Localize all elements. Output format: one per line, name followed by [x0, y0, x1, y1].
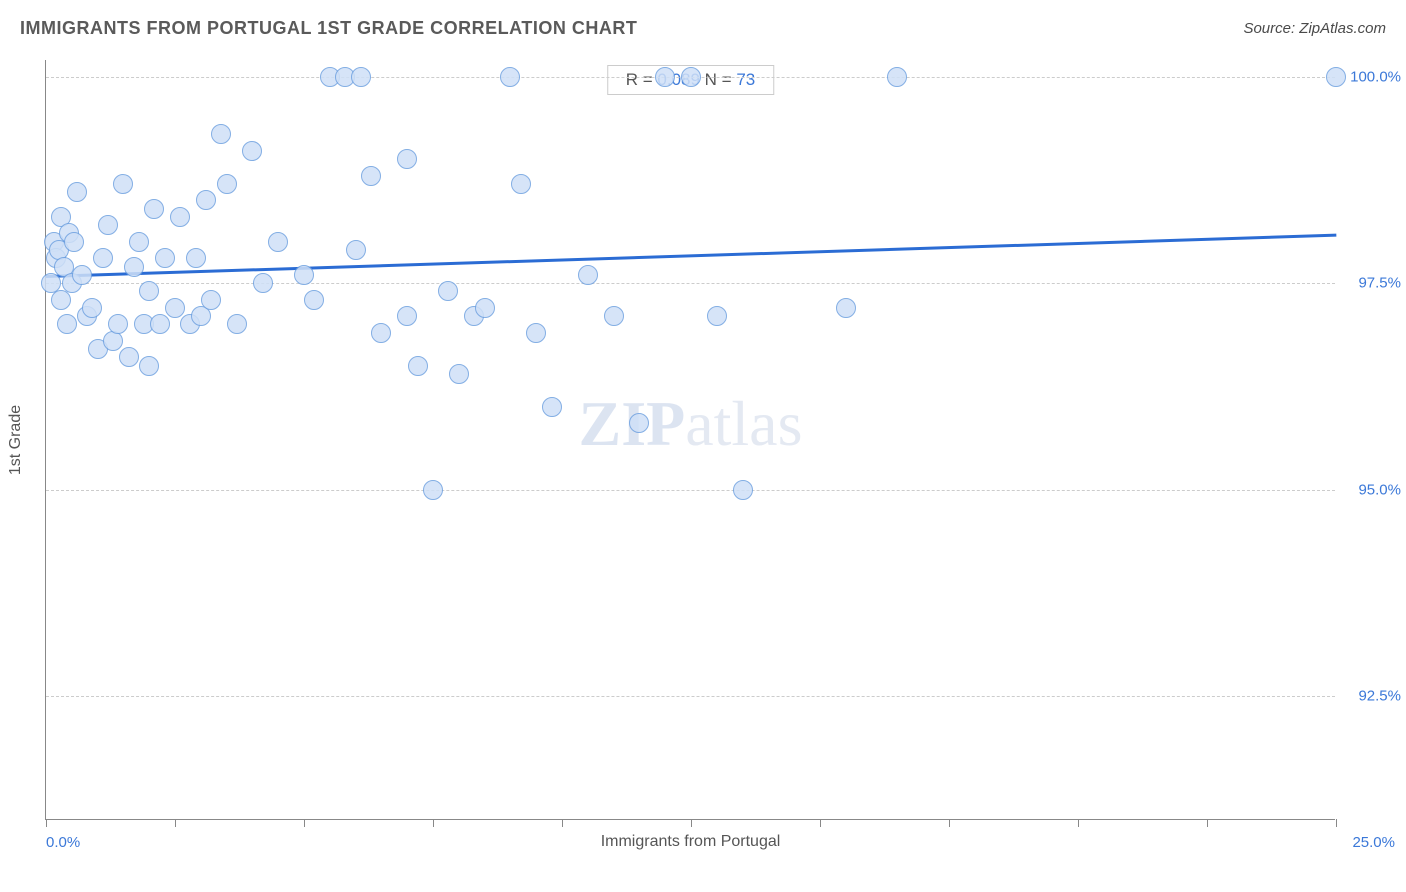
data-point: [242, 141, 262, 161]
data-point: [423, 480, 443, 500]
scatter-plot: ZIPatlas R = 0.089 N = 73 1st Grade Immi…: [45, 60, 1335, 820]
data-point: [93, 248, 113, 268]
data-point: [511, 174, 531, 194]
data-point: [361, 166, 381, 186]
x-tick: [1078, 819, 1079, 827]
x-tick: [691, 819, 692, 827]
gridline: [46, 490, 1335, 491]
data-point: [139, 281, 159, 301]
data-point: [438, 281, 458, 301]
x-axis-min: 0.0%: [46, 834, 80, 851]
data-point: [129, 232, 149, 252]
x-tick: [304, 819, 305, 827]
n-value: 73: [736, 70, 755, 89]
x-tick: [820, 819, 821, 827]
chart-title: IMMIGRANTS FROM PORTUGAL 1ST GRADE CORRE…: [20, 18, 637, 39]
data-point: [408, 356, 428, 376]
x-tick: [433, 819, 434, 827]
data-point: [201, 290, 221, 310]
data-point: [139, 356, 159, 376]
data-point: [113, 174, 133, 194]
data-point: [72, 265, 92, 285]
data-point: [887, 67, 907, 87]
data-point: [655, 67, 675, 87]
data-point: [268, 232, 288, 252]
data-point: [196, 190, 216, 210]
y-axis-label: 1st Grade: [7, 404, 25, 474]
x-tick: [46, 819, 47, 827]
data-point: [124, 257, 144, 277]
x-tick: [1207, 819, 1208, 827]
data-point: [165, 298, 185, 318]
data-point: [526, 323, 546, 343]
chart-source: Source: ZipAtlas.com: [1243, 20, 1386, 37]
watermark: ZIPatlas: [579, 387, 803, 461]
trendline: [46, 233, 1336, 277]
chart-header: IMMIGRANTS FROM PORTUGAL 1ST GRADE CORRE…: [20, 18, 1386, 39]
x-tick: [949, 819, 950, 827]
data-point: [253, 273, 273, 293]
data-point: [108, 314, 128, 334]
y-tick-label: 92.5%: [1358, 688, 1401, 705]
data-point: [371, 323, 391, 343]
data-point: [304, 290, 324, 310]
data-point: [681, 67, 701, 87]
data-point: [346, 240, 366, 260]
data-point: [82, 298, 102, 318]
data-point: [186, 248, 206, 268]
n-label: N =: [700, 70, 736, 89]
data-point: [500, 67, 520, 87]
data-point: [211, 124, 231, 144]
data-point: [150, 314, 170, 334]
data-point: [733, 480, 753, 500]
y-tick-label: 95.0%: [1358, 481, 1401, 498]
data-point: [144, 199, 164, 219]
x-tick: [1336, 819, 1337, 827]
data-point: [119, 347, 139, 367]
data-point: [217, 174, 237, 194]
r-label: R =: [626, 70, 658, 89]
data-point: [1326, 67, 1346, 87]
data-point: [155, 248, 175, 268]
data-point: [836, 298, 856, 318]
data-point: [294, 265, 314, 285]
y-tick-label: 100.0%: [1350, 68, 1401, 85]
data-point: [67, 182, 87, 202]
data-point: [170, 207, 190, 227]
x-axis-label: Immigrants from Portugal: [601, 833, 781, 851]
data-point: [98, 215, 118, 235]
data-point: [449, 364, 469, 384]
data-point: [351, 67, 371, 87]
data-point: [64, 232, 84, 252]
y-tick-label: 97.5%: [1358, 275, 1401, 292]
data-point: [707, 306, 727, 326]
data-point: [629, 413, 649, 433]
gridline: [46, 696, 1335, 697]
data-point: [475, 298, 495, 318]
data-point: [227, 314, 247, 334]
data-point: [604, 306, 624, 326]
data-point: [578, 265, 598, 285]
x-axis-max: 25.0%: [1352, 834, 1395, 851]
data-point: [397, 149, 417, 169]
data-point: [57, 314, 77, 334]
data-point: [542, 397, 562, 417]
gridline: [46, 283, 1335, 284]
x-tick: [562, 819, 563, 827]
data-point: [397, 306, 417, 326]
x-tick: [175, 819, 176, 827]
